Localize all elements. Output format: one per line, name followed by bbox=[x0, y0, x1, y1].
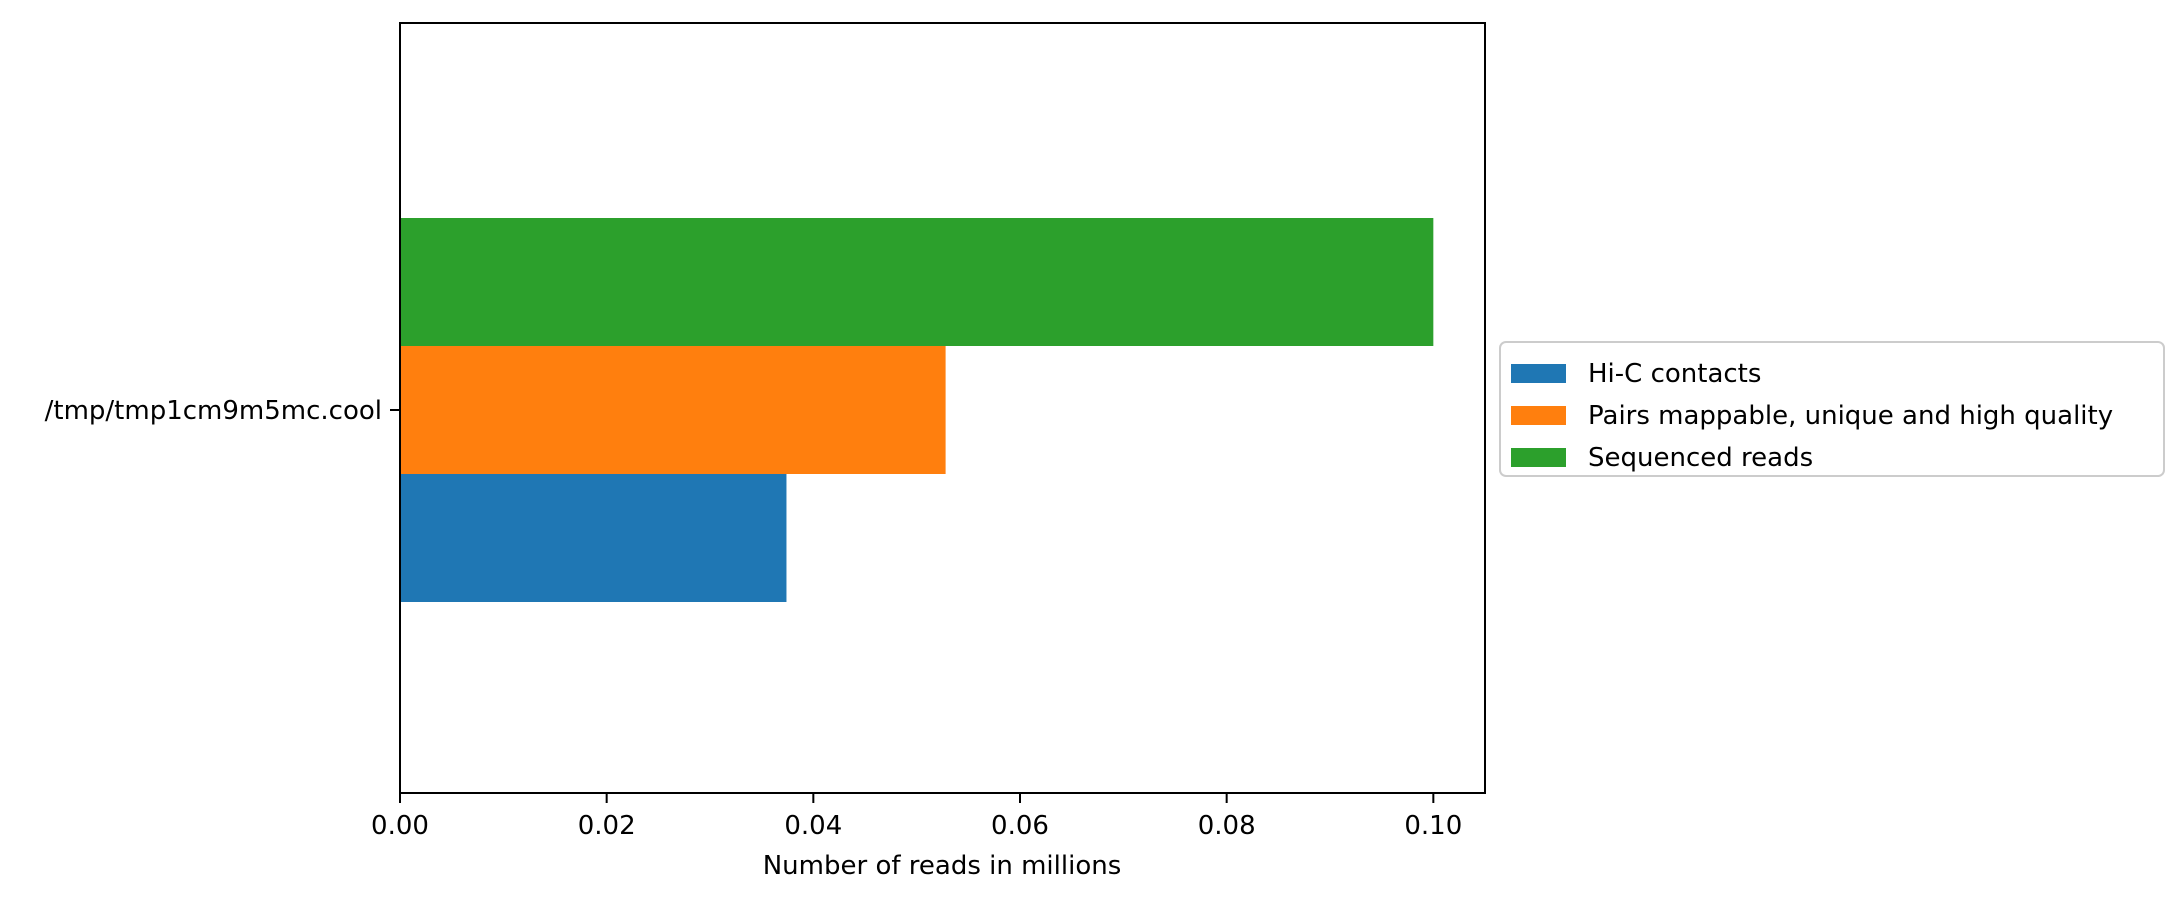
bar-pairs-mappable-unique-and-high-quality bbox=[400, 346, 946, 474]
x-tick-label: 0.04 bbox=[784, 811, 842, 841]
y-axis-ticks: /tmp/tmp1cm9m5mc.cool bbox=[45, 396, 400, 426]
bars bbox=[400, 218, 1434, 602]
legend-swatch bbox=[1511, 364, 1566, 383]
y-tick-label: /tmp/tmp1cm9m5mc.cool bbox=[45, 396, 382, 426]
x-axis-label: Number of reads in millions bbox=[763, 851, 1122, 881]
legend-swatch bbox=[1511, 406, 1566, 425]
bar-sequenced-reads bbox=[400, 218, 1434, 346]
x-tick-label: 0.02 bbox=[578, 811, 636, 841]
legend: Hi-C contacts Pairs mappable, unique and … bbox=[1499, 341, 2165, 477]
x-tick-label: 0.00 bbox=[371, 811, 429, 841]
bar-hi-c-contacts bbox=[400, 474, 787, 602]
legend-entry-label: Sequenced reads bbox=[1588, 443, 1813, 473]
legend-swatch bbox=[1511, 448, 1566, 467]
plot-area-frame bbox=[399, 22, 1486, 794]
legend-entry-label: Hi-C contacts bbox=[1588, 359, 1761, 389]
x-tick-label: 0.06 bbox=[991, 811, 1049, 841]
legend-box bbox=[1499, 341, 2165, 477]
x-tick-label: 0.10 bbox=[1404, 811, 1462, 841]
legend-entry-label: Pairs mappable, unique and high quality bbox=[1588, 401, 2113, 431]
x-tick-label: 0.08 bbox=[1198, 811, 1256, 841]
x-axis-ticks: 0.00 0.02 0.04 0.06 0.08 0.10 bbox=[371, 793, 1462, 841]
